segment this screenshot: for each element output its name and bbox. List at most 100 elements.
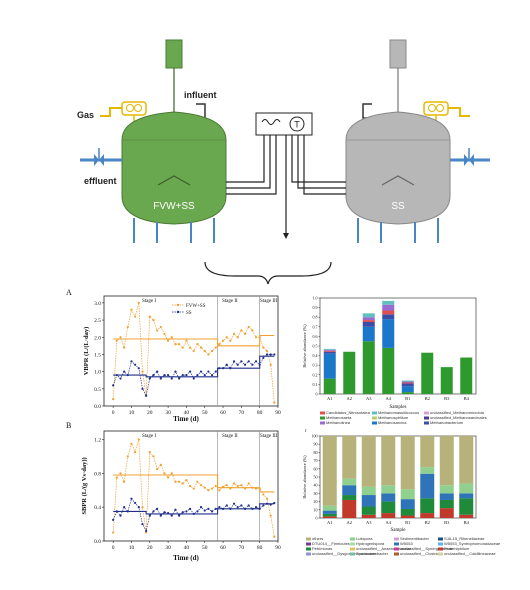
panel-b-point-ss: [123, 506, 126, 509]
panel-b-point-fvw-ss: [177, 480, 181, 483]
archaea-bar-a1-candidatus-nitrosotalea: [323, 350, 336, 352]
bacteria-legend-label: Proteiniphilum: [444, 546, 470, 551]
panel-b-point-ss: [181, 511, 184, 514]
panel-a-vbpr-chart: A 0.0 0.5 1.0 1.5 2.0 2.5 3.0 0 10 20 30 40 50 60 70 8…: [66, 288, 281, 423]
archaea-xtick-label: A2: [347, 396, 353, 401]
archaea-bar-a4-candidatus-nitrosotalea: [382, 310, 395, 315]
panel-b-y-ticks: 0.0 0.4 0.8 1.2: [94, 437, 104, 545]
bacteria-y-ticks: 0 10 20 30 40 50 60 70 80 90 100: [312, 434, 320, 521]
right-influent-pipe: [362, 103, 372, 119]
panel-a-xtick-label: 10: [129, 410, 135, 416]
gas-meter-dial-icon: [126, 104, 134, 112]
panel-a-xtick-label: 30: [165, 410, 171, 416]
heating-lines: [226, 135, 346, 236]
panel-a-point-ss: [188, 370, 192, 373]
bacteria-bar-b4-w5053: [459, 493, 474, 499]
archaea-ytick-label: 0.5: [313, 344, 318, 349]
panel-b-point-ss: [236, 506, 239, 509]
archaea-ytick-label: 0.7: [313, 324, 318, 329]
archaea-abundance-chart: 0 0.1 0.2 0.3 0.4 0.5 0.6 0.7 0.8 0.9 1.0 A1 A2 A3 A4…: [302, 296, 487, 426]
panel-b-point-fvw-ss: [210, 487, 214, 490]
bacteria-bar-b3-others: [439, 436, 454, 486]
panel-a-point-ss: [170, 377, 173, 380]
bacteria-legend-swatch: [394, 547, 399, 551]
panel-a-point-ss: [145, 394, 148, 397]
panel-b-point-fvw-ss: [192, 487, 195, 490]
archaea-ytick-label: 0.2: [313, 372, 318, 377]
archaea-bar-a4-methanobacterium: [382, 314, 395, 320]
archaea-legend-swatch: [372, 416, 377, 420]
temp-controller-label: T: [294, 120, 300, 130]
panel-a-point-ss: [192, 377, 195, 380]
panel-a-series-ss-mean: [113, 355, 275, 378]
archaea-legend-label: unclassified_Methanosarcinales: [430, 415, 487, 420]
panel-a-plot-frame: [103, 295, 279, 407]
panel-b-stage2: Stage II: [222, 434, 238, 439]
archaea-x-ticks: A1 A2 A3 A4 B1 B2 B3 B4: [327, 396, 470, 401]
bacteria-legend-swatch: [350, 542, 355, 546]
panel-a-xtick-label: 0: [112, 410, 115, 416]
bacteria-ytick-label: 80: [314, 450, 318, 455]
archaea-bar-a1-methanolinea: [323, 349, 336, 351]
panel-a-x-ticks: 0 10 20 30 40 50 60 70 80 90: [112, 406, 281, 416]
panel-a-point-fvw-ss: [148, 315, 151, 318]
left-reactor-label: FVW+SS: [153, 201, 195, 212]
panel-a-letter: A: [66, 288, 72, 297]
archaea-xtick-label: A4: [386, 396, 392, 401]
bacteria-ytick-label: 60: [314, 466, 318, 471]
panel-a-point-ss: [269, 353, 272, 356]
panel-a-point-ss: [247, 360, 250, 363]
panel-b-point-fvw-ss: [174, 480, 177, 483]
archaea-bar-a3-methanobacterium: [362, 322, 375, 327]
panel-b-point-ss: [130, 497, 133, 500]
panel-a-point-ss: [240, 360, 243, 363]
archaea-xtick-label: B3: [444, 396, 450, 401]
panel-b-point-ss: [170, 514, 173, 517]
archaea-bar-a3-methanolinea: [362, 317, 375, 321]
bacteria-legend-swatch: [350, 547, 355, 551]
panel-b-point-fvw-ss: [181, 482, 184, 485]
panel-a-point-fvw-ss: [188, 346, 192, 349]
panel-b-point-ss: [225, 504, 228, 507]
panel-a-point-ss: [156, 370, 159, 373]
panel-b-xlabel: Time (d): [173, 554, 199, 562]
panel-b-point-fvw-ss: [232, 482, 236, 485]
panel-b-point-fvw-ss: [265, 497, 269, 500]
archaea-legend-swatch: [372, 421, 377, 425]
panel-b-point-ss: [174, 508, 177, 511]
bacteria-legend-label: Lutispora: [356, 536, 373, 541]
panel-a-point-fvw-ss: [251, 329, 254, 332]
bacteria-legend-swatch: [394, 552, 399, 556]
archaea-bar-b1-methanosarcina: [401, 386, 414, 393]
bacteria-bar-a3-w5053: [361, 495, 376, 507]
bacteria-legend-swatch: [438, 547, 443, 551]
bacteria-bar-b1-others: [400, 436, 415, 490]
panel-a-ytick-label: 2.0: [94, 335, 101, 341]
panel-a-point-ss: [225, 363, 228, 366]
bacteria-ytick-label: 40: [314, 483, 318, 488]
bacteria-ytick-label: 0: [316, 516, 318, 521]
panel-b-point-fvw-ss: [145, 531, 148, 534]
bacteria-bar-b4-proteiniphilum: [459, 514, 474, 518]
bacteria-bar-b2-w5053: [420, 473, 435, 499]
archaea-ytick-label: 0.4: [313, 353, 318, 358]
panel-b-point-fvw-ss: [262, 493, 265, 496]
panel-b-point-fvw-ss: [159, 463, 162, 466]
bacteria-bar-a1-w5053: [322, 510, 337, 514]
panel-a-point-ss: [232, 360, 236, 363]
panel-a-point-fvw-ss: [123, 346, 126, 349]
archaea-legend-swatch: [372, 411, 377, 415]
bacteria-legend-label: Petrimonas: [312, 546, 332, 551]
panel-a-point-fvw-ss: [218, 343, 221, 346]
panel-a-point-ss: [177, 377, 181, 380]
panel-a-point-fvw-ss: [225, 336, 228, 339]
panel-a-point-fvw-ss: [262, 346, 265, 349]
panel-b-point-fvw-ss: [170, 472, 173, 475]
panel-b-point-fvw-ss: [269, 514, 272, 517]
panel-a-point-fvw-ss: [130, 308, 133, 311]
panel-a-point-fvw-ss: [203, 349, 206, 353]
bacteria-legend-label: unclassified__Synergistaceae: [400, 546, 454, 551]
bacteria-legend-swatch: [350, 537, 355, 541]
archaea-bar-a2-methanosaeta: [343, 351, 356, 394]
archaea-legend-swatch: [424, 416, 429, 420]
